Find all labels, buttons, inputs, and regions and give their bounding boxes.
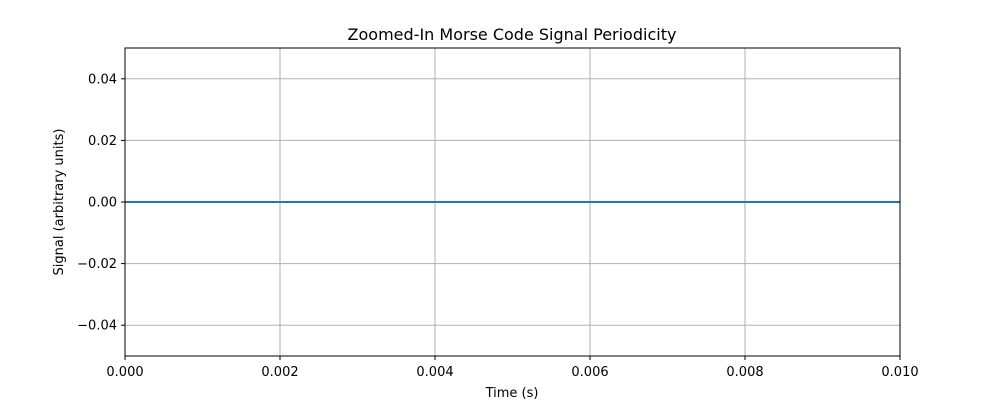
x-axis-label: Time (s) — [485, 386, 539, 400]
y-tick-label: −0.04 — [77, 319, 117, 334]
chart-title: Zoomed-In Morse Code Signal Periodicity — [348, 25, 677, 44]
x-tick-label: 0.004 — [416, 365, 453, 380]
y-tick-label: 0.00 — [88, 196, 117, 211]
y-tick-label: 0.04 — [88, 72, 117, 87]
tick-layer: 0.000 0.002 0.004 0.006 0.008 0.010 0.04 0.02 0.… — [77, 72, 918, 380]
y-axis-label: Signal (arbitrary units) — [52, 129, 67, 276]
x-tick-label: 0.002 — [261, 365, 298, 380]
x-tick-label: 0.006 — [571, 365, 608, 380]
y-tick-label: 0.02 — [88, 134, 117, 149]
y-tick-label: −0.02 — [77, 257, 117, 272]
x-tick-label: 0.000 — [106, 365, 143, 380]
x-tick-label: 0.008 — [726, 365, 763, 380]
x-tick-label: 0.010 — [881, 365, 918, 380]
